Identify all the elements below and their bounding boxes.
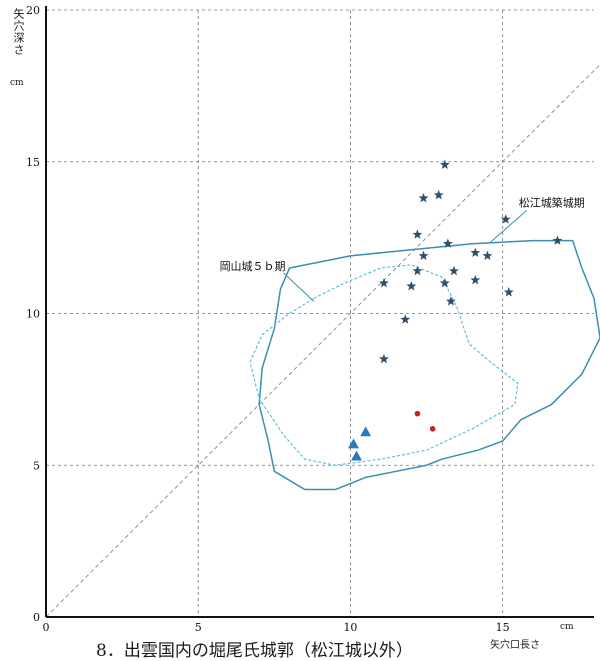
outline-1 xyxy=(249,264,519,466)
star-point-14 xyxy=(470,274,481,285)
star-point-13 xyxy=(439,277,450,288)
x-tick-label-5: 5 xyxy=(195,621,202,634)
outline-0 xyxy=(258,239,600,491)
annotation-matsue: 松江城築城期 xyxy=(519,195,585,209)
star-point-17 xyxy=(503,287,514,297)
star-point-6 xyxy=(442,238,453,248)
star-point-0 xyxy=(439,159,450,169)
annotation-okayama: 岡山城５ｂ期 xyxy=(220,260,286,273)
y-axis-label: 矢穴深さ xyxy=(12,8,25,56)
reference-diagonal-line xyxy=(45,64,600,618)
star-point-1 xyxy=(418,192,429,203)
y-tick-label-20: 20 xyxy=(26,4,40,17)
x-tick-label-10: 10 xyxy=(343,621,357,634)
x-tick-label-0: 0 xyxy=(43,621,50,634)
star-point-16 xyxy=(445,296,456,306)
figure-caption: 8．出雲国内の堀尾氏城郭（松江城以外） xyxy=(96,641,413,661)
star-point-7 xyxy=(418,250,429,261)
axes xyxy=(45,6,594,618)
y-axis-unit: cm xyxy=(10,78,24,88)
x-axis-unit: cm xyxy=(560,622,574,632)
y-tick-label-0: 0 xyxy=(33,611,40,624)
triangle-point-2 xyxy=(351,450,363,461)
star-point-9 xyxy=(482,250,493,261)
region-outlines xyxy=(249,239,600,491)
star-point-11 xyxy=(449,265,459,276)
x-tick-label-15: 15 xyxy=(496,621,510,634)
tick-labels: 0 5 10 15 0 5 10 15 20 xyxy=(26,4,510,634)
diagonal-line xyxy=(45,64,600,618)
star-point-12 xyxy=(378,277,389,288)
grid-lines xyxy=(46,9,594,617)
dot-point-0 xyxy=(414,410,421,417)
data-points xyxy=(347,159,563,461)
triangle-point-0 xyxy=(360,426,372,437)
star-point-15 xyxy=(406,280,417,291)
y-tick-label-5: 5 xyxy=(33,459,40,472)
y-tick-label-15: 15 xyxy=(26,156,40,169)
star-point-19 xyxy=(378,353,389,364)
star-point-2 xyxy=(433,189,444,200)
y-tick-label-10: 10 xyxy=(26,308,40,321)
star-point-4 xyxy=(412,229,423,239)
star-point-18 xyxy=(400,314,411,324)
star-point-8 xyxy=(470,247,481,258)
annotation-leader-matsue xyxy=(490,209,528,243)
triangle-point-1 xyxy=(347,438,359,449)
dot-point-1 xyxy=(429,426,436,432)
x-axis-label: 矢穴口長さ xyxy=(490,640,540,651)
annotation-leader-okayama xyxy=(283,272,315,302)
star-point-10 xyxy=(412,265,423,276)
star-point-5 xyxy=(552,235,563,245)
star-point-3 xyxy=(500,214,511,224)
